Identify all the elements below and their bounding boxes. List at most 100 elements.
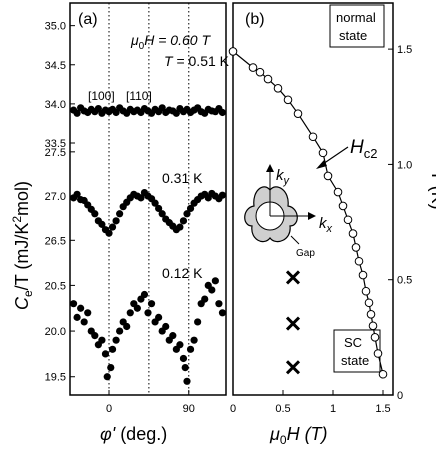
gap-inset <box>244 164 316 245</box>
y-tick-label-2-1: 20.0 <box>45 326 66 338</box>
data-point-1-42 <box>218 191 227 199</box>
data-point-1-10 <box>105 229 113 237</box>
y-tick-label-1-0: 27.5 <box>45 147 66 159</box>
panel-a-frame <box>69 2 227 396</box>
hc2-point-18 <box>364 298 374 308</box>
hc2-arrow-head <box>316 160 327 169</box>
data-point-2-25 <box>155 313 163 321</box>
data-point-1-25 <box>158 210 166 218</box>
data-point-1-12 <box>112 217 120 225</box>
hc2-data-points <box>228 47 388 379</box>
data-point-1-19 <box>137 194 145 202</box>
data-point-2-14 <box>116 327 124 335</box>
y-tick-label-2-0: 20.5 <box>45 280 66 292</box>
data-point-2-35 <box>186 345 195 353</box>
y-tick-label-0-3: 33.5 <box>45 138 66 150</box>
gap-pointer <box>290 235 300 245</box>
data-point-2-10 <box>103 373 111 381</box>
data-point-2-2 <box>77 304 85 312</box>
normal-state-box <box>329 4 385 48</box>
data-point-0-42 <box>218 108 227 117</box>
hc2-point-10 <box>333 187 343 197</box>
panel-b-y-axis-label: T (K) <box>428 170 436 210</box>
subpanel-label-031: 0.31 K <box>162 170 203 186</box>
y-tick-label-2-2: 19.5 <box>45 372 66 384</box>
data-point-2-17 <box>126 309 134 317</box>
data-point-1-30 <box>176 223 184 231</box>
measurement-markers <box>285 270 301 375</box>
normal-state-label-1: normal <box>336 10 376 25</box>
data-point-2-19 <box>133 304 141 312</box>
subpanel-label-012: 0.12 K <box>162 265 203 281</box>
b-x-tick-label-1: 0.5 <box>275 403 290 415</box>
data-point-2-21 <box>140 290 149 299</box>
hc2-point-1 <box>248 63 258 72</box>
b-x-tick-label-2: 1 <box>330 403 336 415</box>
kx-label: kx <box>319 215 333 235</box>
y-tick-label-0-2: 34.0 <box>45 99 66 111</box>
kx-arrow-head <box>308 212 316 220</box>
data-point-2-1 <box>73 313 81 321</box>
hc2-point-0 <box>228 47 238 56</box>
hc2-point-15 <box>354 256 364 266</box>
b-x-tick-label-0: 0 <box>230 403 236 415</box>
hc2-point-9 <box>323 171 333 181</box>
cross-marker-1 <box>285 316 301 331</box>
data-point-2-0 <box>69 300 78 308</box>
data-point-2-39 <box>201 295 209 303</box>
data-point-1-31 <box>179 217 188 225</box>
data-point-2-27 <box>162 322 170 331</box>
panel-b-label: (b) <box>245 11 265 28</box>
panel-a-data-points <box>69 104 227 385</box>
data-point-2-4 <box>84 309 92 317</box>
hc2-point-6 <box>293 109 303 118</box>
hc2-point-20 <box>368 321 378 331</box>
y-tick-label-1-1: 27.0 <box>45 191 66 203</box>
b-y-tick-label-2: 1.0 <box>397 159 412 171</box>
hc2-point-3 <box>263 74 273 84</box>
hc2-point-5 <box>283 95 293 105</box>
b-y-tick-label-1: 0.5 <box>397 275 412 287</box>
panel-a-x-axis-label: φ' (deg.) <box>100 424 167 444</box>
hc2-point-13 <box>348 229 358 238</box>
data-point-2-8 <box>98 336 106 344</box>
data-point-1-33 <box>186 204 195 213</box>
b-y-tick-label-3: 1.5 <box>397 44 412 56</box>
cross-marker-0 <box>285 270 301 285</box>
panel-a-label: (a) <box>78 11 98 28</box>
hc2-point-12 <box>343 215 353 225</box>
data-point-2-12 <box>108 345 117 353</box>
data-point-1-32 <box>183 210 191 218</box>
data-point-2-3 <box>80 318 88 326</box>
panel-b-x-ticks: 0 0.5 1 1.5 <box>230 390 391 415</box>
data-point-2-22 <box>144 309 152 317</box>
data-point-1-11 <box>108 223 117 231</box>
data-point-2-11 <box>107 364 115 372</box>
y-tick-label-0-0: 35.0 <box>45 21 66 33</box>
hc2-point-7 <box>308 132 318 142</box>
data-point-2-31 <box>176 341 184 349</box>
data-point-2-43 <box>215 300 223 308</box>
hc2-point-2 <box>255 67 265 77</box>
data-point-1-24 <box>155 204 163 213</box>
normal-state-label-2: state <box>339 28 367 43</box>
b-x-tick-label-3: 1.5 <box>375 403 390 415</box>
data-point-1-1 <box>73 190 81 198</box>
data-point-2-44 <box>218 309 227 317</box>
panel-b-y-ticks: 0 0.5 1.0 1.5 <box>388 44 412 402</box>
y-tick-label-0-1: 34.5 <box>45 60 66 72</box>
data-point-2-37 <box>194 318 202 326</box>
data-point-2-13 <box>112 336 120 344</box>
data-point-2-33 <box>181 364 189 372</box>
data-point-2-9 <box>101 350 110 358</box>
data-point-2-32 <box>179 354 188 363</box>
hc2-point-4 <box>273 84 283 93</box>
cross-marker-2 <box>285 360 301 375</box>
x-tick-label-0: 0 <box>106 403 112 415</box>
hc2-point-8 <box>318 148 328 158</box>
data-point-1-13 <box>116 210 124 218</box>
sc-state-label-1: SC <box>344 335 362 350</box>
data-point-2-6 <box>91 332 99 340</box>
panel-a-x-ticks: 0 90 <box>106 390 195 415</box>
